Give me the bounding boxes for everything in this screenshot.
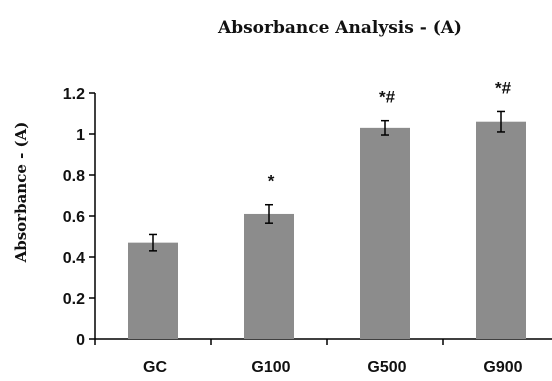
y-tick-label: 0.6	[63, 209, 85, 226]
y-axis-label: Absorbance - (A)	[12, 122, 30, 264]
y-tick-label: 0.8	[63, 168, 85, 185]
bar-gc	[128, 242, 178, 339]
y-tick-label: 1.2	[63, 86, 85, 103]
y-tick-label: 0.2	[63, 291, 85, 308]
x-tick-label: G900	[483, 359, 522, 376]
bar-g100	[244, 213, 294, 339]
bar-g900	[476, 121, 526, 339]
x-tick-label: GC	[143, 359, 167, 376]
bar-g500	[360, 127, 410, 339]
x-tick-label: G100	[251, 359, 290, 376]
significance-label: *#	[495, 78, 512, 97]
y-tick-label: 0	[76, 332, 85, 349]
significance-label: *#	[379, 88, 396, 107]
significance-label: *	[268, 172, 275, 191]
chart-marks: 0 0.2 0.4 0.6 0.8 1 1.2 GC * G100 *# G500 *# G900	[63, 78, 526, 376]
y-tick-label: 1	[76, 127, 85, 144]
chart-title: Absorbance Analysis - (A)	[217, 18, 462, 38]
x-tick-label: G500	[367, 359, 406, 376]
y-tick-label: 0.4	[63, 250, 85, 267]
